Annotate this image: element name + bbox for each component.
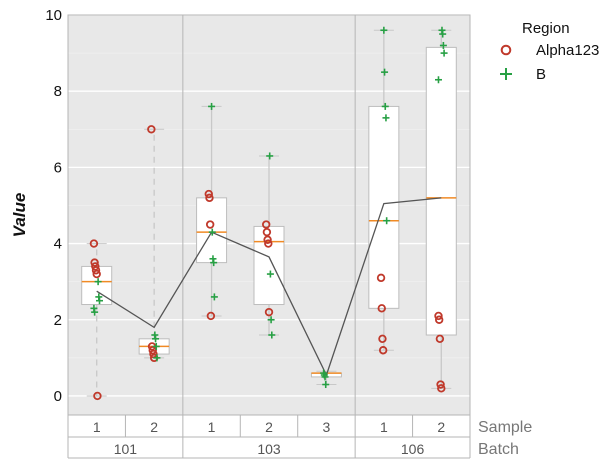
point-alpha123 [91, 266, 101, 275]
point-alpha123 [263, 235, 272, 244]
point-b [91, 308, 99, 316]
point-alpha123 [262, 227, 272, 237]
box-iqr [81, 265, 113, 306]
legend-label-b: B [536, 66, 546, 83]
point-alpha123 [378, 334, 387, 344]
point-alpha123 [206, 311, 216, 321]
point-b [153, 354, 161, 362]
point-alpha123 [264, 307, 274, 317]
x-axis-hierarchy: 1 2 1 2 3 1 2 101 103 106 Sample Batch [67, 414, 532, 459]
y-tick-label: 2 [54, 312, 62, 329]
group-separators [67, 14, 471, 416]
sample-label: 2 [150, 419, 158, 435]
point-alpha123 [205, 220, 215, 229]
point-alpha123 [92, 269, 101, 279]
point-b [96, 297, 104, 305]
point-alpha123 [264, 239, 273, 248]
point-b [383, 217, 391, 225]
point-alpha123 [376, 273, 386, 283]
point-b [152, 342, 160, 350]
point-b [208, 228, 216, 236]
legend-label-alpha123: Alpha123 [536, 42, 599, 59]
point-alpha123 [90, 258, 99, 267]
point-b [439, 30, 447, 38]
point-b [440, 49, 448, 57]
point-b [210, 293, 218, 301]
box-iqr [368, 105, 400, 309]
box-106-1 [368, 29, 400, 351]
box-106-2 [425, 29, 457, 389]
point-b [268, 331, 276, 339]
point-alpha123 [147, 125, 156, 134]
point-alpha123 [434, 311, 443, 321]
boxes [81, 29, 457, 397]
point-b [381, 102, 389, 110]
sample-label: 1 [93, 419, 101, 435]
point-alpha123 [262, 220, 271, 229]
point-alpha123 [377, 304, 386, 313]
box-iqr [253, 225, 285, 306]
y-tick-label: 10 [45, 7, 62, 24]
legend-title: Region [522, 20, 570, 37]
data-points [89, 26, 448, 401]
point-alpha123 [204, 189, 213, 199]
y-axis-label: Value [10, 193, 29, 238]
point-b [321, 373, 329, 381]
point-b [94, 278, 102, 286]
sample-label: 1 [380, 419, 388, 435]
point-b [152, 335, 160, 343]
x-level-label-sample: Sample [478, 419, 532, 436]
point-b [439, 41, 447, 49]
point-b [322, 381, 330, 389]
point-b [382, 114, 390, 122]
sample-label: 2 [265, 419, 273, 435]
point-alpha123 [93, 391, 102, 401]
point-alpha123 [435, 334, 445, 344]
point-alpha123 [378, 346, 388, 355]
point-alpha123 [91, 262, 100, 271]
x-level-label-batch: Batch [478, 441, 519, 458]
point-b [266, 152, 274, 160]
point-alpha123 [89, 239, 99, 248]
y-tick-label: 0 [54, 388, 62, 405]
point-alpha123 [437, 384, 446, 393]
sample-label: 2 [437, 419, 445, 435]
mean-line [96, 197, 442, 377]
point-b [381, 68, 389, 76]
batch-label: 101 [114, 441, 138, 457]
y-tick-label: 8 [54, 83, 62, 100]
point-b [266, 270, 274, 278]
point-b [208, 102, 216, 110]
sample-label: 3 [323, 419, 331, 435]
y-tick-label: 6 [54, 159, 62, 176]
point-alpha123 [434, 315, 444, 324]
point-alpha123 [205, 193, 214, 203]
point-b [210, 259, 218, 267]
y-tick-label: 4 [54, 236, 62, 253]
sample-label: 1 [208, 419, 216, 435]
point-b [434, 76, 442, 84]
legend-marker-b [500, 68, 512, 80]
point-b [267, 316, 275, 324]
batch-label: 103 [257, 441, 281, 457]
point-b [380, 26, 388, 34]
point-alpha123 [436, 380, 445, 389]
box-iqr [425, 46, 457, 336]
y-axis-ticks: 0 2 4 6 8 10 [45, 7, 62, 405]
batch-label: 106 [401, 441, 425, 457]
legend-marker-alpha123 [500, 44, 512, 56]
legend: Region Alpha123 B [500, 20, 599, 83]
